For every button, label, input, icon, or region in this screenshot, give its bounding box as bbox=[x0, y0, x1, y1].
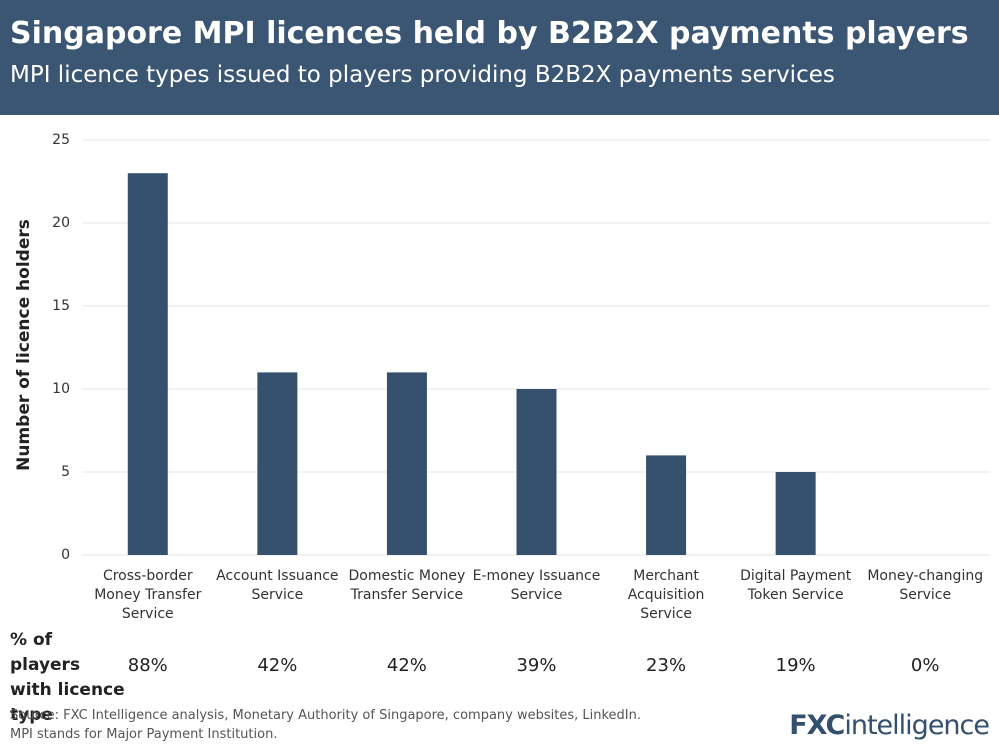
y-tick-label: 25 bbox=[52, 132, 70, 148]
bar bbox=[516, 389, 557, 555]
source: Source: FXC Intelligence analysis, Monet… bbox=[10, 708, 641, 723]
x-tick-label: Domestic Money Transfer Service bbox=[348, 568, 466, 603]
x-tick-label: Account Issuance Service bbox=[216, 568, 339, 603]
bar bbox=[646, 455, 687, 555]
share-value: 42% bbox=[257, 655, 298, 676]
bar bbox=[257, 372, 298, 555]
logo-suffix: intelligence bbox=[844, 710, 990, 741]
share-value: 42% bbox=[386, 655, 427, 676]
logo: FXCintelligence bbox=[789, 710, 990, 741]
y-tick-label: 5 bbox=[61, 464, 70, 480]
bar bbox=[127, 173, 168, 555]
y-tick-label: 15 bbox=[52, 298, 70, 314]
chart-subtitle: MPI licence types issued to players prov… bbox=[10, 62, 835, 88]
x-tick-label: Merchant Acquisition Service bbox=[627, 568, 705, 622]
x-tick-label: E-money Issuance Service bbox=[472, 568, 601, 603]
y-tick-label: 0 bbox=[61, 547, 70, 563]
share-row-label: % of players with licence type bbox=[10, 630, 125, 725]
header bbox=[0, 0, 999, 115]
share-value: 23% bbox=[646, 655, 687, 676]
logo-prefix: FXC bbox=[789, 710, 845, 741]
share-value: 19% bbox=[775, 655, 816, 676]
note: MPI stands for Major Payment Institution… bbox=[10, 727, 278, 742]
x-tick-label: Cross-border Money Transfer Service bbox=[94, 568, 202, 622]
x-tick-label: Money-changing Service bbox=[867, 568, 984, 603]
y-tick-label: 10 bbox=[52, 381, 70, 397]
share-value: 39% bbox=[516, 655, 557, 676]
share-value: 0% bbox=[910, 655, 940, 676]
y-tick-label: 20 bbox=[52, 215, 70, 231]
y-axis-label: Number of licence holders bbox=[14, 219, 34, 471]
chart-title: Singapore MPI licences held by B2B2X pay… bbox=[10, 16, 969, 51]
bar bbox=[775, 472, 816, 555]
x-tick-label: Digital Payment Token Service bbox=[740, 568, 852, 603]
bar bbox=[386, 372, 427, 555]
share-value: 88% bbox=[127, 655, 168, 676]
